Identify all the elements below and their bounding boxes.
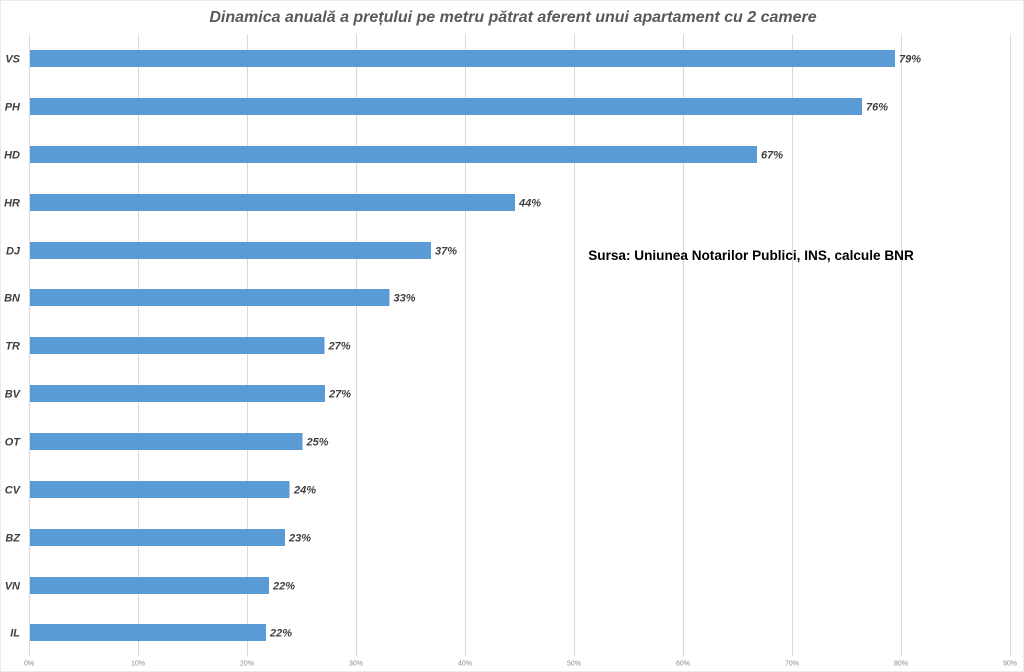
svg-text:60%: 60% <box>676 661 690 668</box>
svg-text:0%: 0% <box>24 661 34 668</box>
svg-text:20%: 20% <box>240 661 254 668</box>
svg-text:67%: 67% <box>761 150 783 162</box>
svg-text:22%: 22% <box>272 581 295 593</box>
svg-text:90%: 90% <box>1003 661 1017 668</box>
svg-text:BV: BV <box>5 389 22 401</box>
svg-text:27%: 27% <box>328 341 351 353</box>
svg-text:80%: 80% <box>894 661 908 668</box>
svg-text:37%: 37% <box>435 246 457 258</box>
svg-text:23%: 23% <box>288 533 311 545</box>
svg-text:44%: 44% <box>518 198 541 210</box>
svg-text:79%: 79% <box>899 54 921 66</box>
svg-text:25%: 25% <box>306 437 329 449</box>
svg-text:30%: 30% <box>349 661 363 668</box>
svg-text:40%: 40% <box>458 661 472 668</box>
svg-text:IL: IL <box>10 628 20 640</box>
svg-text:BZ: BZ <box>5 533 21 545</box>
svg-text:OT: OT <box>5 437 22 449</box>
svg-text:50%: 50% <box>567 661 581 668</box>
svg-text:24%: 24% <box>293 485 316 497</box>
svg-text:Dinamica anuală a prețului pe: Dinamica anuală a prețului pe metru pătr… <box>209 9 816 26</box>
svg-text:10%: 10% <box>131 661 145 668</box>
svg-text:33%: 33% <box>394 293 416 305</box>
svg-text:70%: 70% <box>785 661 799 668</box>
svg-text:HD: HD <box>4 150 20 162</box>
svg-text:HR: HR <box>4 198 20 210</box>
svg-text:76%: 76% <box>866 102 888 114</box>
svg-text:Sursa: Uniunea Notarilor Publi: Sursa: Uniunea Notarilor Publici, INS, c… <box>588 248 914 263</box>
svg-text:DJ: DJ <box>6 246 21 258</box>
svg-text:VS: VS <box>5 54 20 66</box>
svg-text:PH: PH <box>5 102 21 114</box>
svg-text:22%: 22% <box>269 628 292 640</box>
svg-text:VN: VN <box>5 581 21 593</box>
svg-text:CV: CV <box>5 485 22 497</box>
svg-text:BN: BN <box>4 293 21 305</box>
svg-text:TR: TR <box>5 341 20 353</box>
svg-text:27%: 27% <box>328 389 351 401</box>
